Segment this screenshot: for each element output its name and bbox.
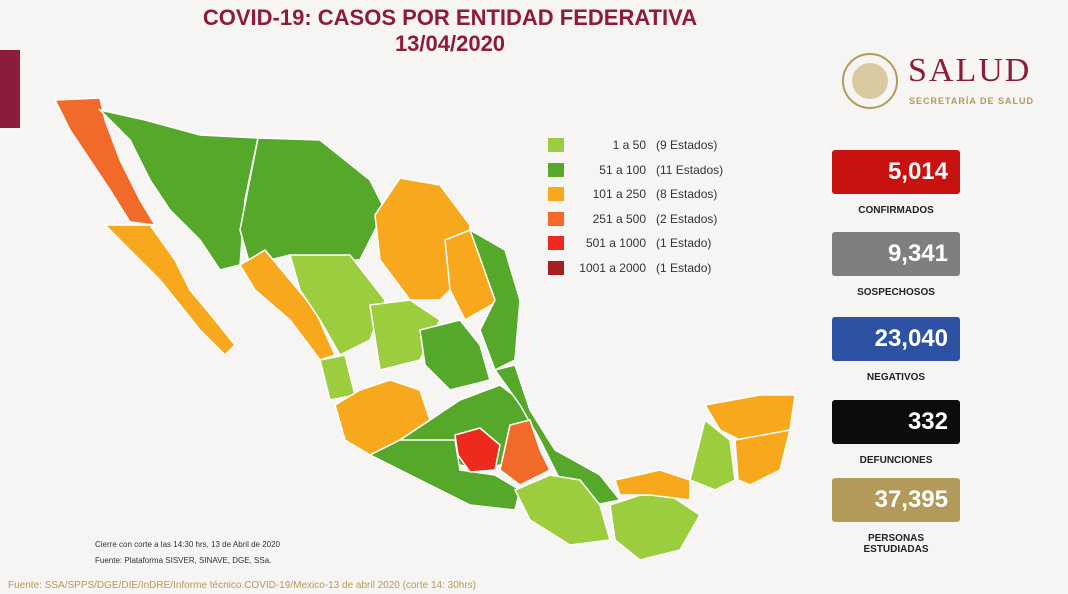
legend-count: (9 Estados): [656, 138, 718, 152]
logo-subtitle: SECRETARÍA DE SALUD: [909, 96, 1035, 106]
legend-count: (1 Estado): [656, 236, 712, 251]
legend-count: (2 Estados): [656, 211, 718, 226]
stat-value: 332: [832, 400, 960, 444]
legend-range: 101 a 250: [592, 187, 646, 202]
state: [468, 228, 521, 372]
state: [239, 137, 386, 266]
legend-swatch: [548, 187, 564, 202]
state: [368, 439, 521, 511]
stat-value: 5,014: [832, 150, 960, 194]
legend-range: 501 a 1000: [585, 236, 646, 251]
stat-label: PERSONAS ESTUDIADAS: [863, 533, 929, 555]
stat-value: 37,395: [832, 478, 960, 522]
state: [103, 224, 237, 357]
date: 13/04/2020: [394, 31, 506, 56]
state: [238, 249, 337, 361]
legend-item: 51 a 100 (11 Estados): [548, 162, 723, 178]
state: [734, 429, 792, 486]
logo-name: SALUD: [908, 52, 1032, 89]
legend-range: 1 a 50: [612, 138, 646, 152]
logo-emblem: [842, 53, 898, 109]
stat-label: CONFIRMADOS: [858, 205, 934, 216]
legend-swatch: [548, 236, 564, 251]
stat-value: 9,341: [832, 232, 960, 276]
map: [53, 97, 796, 561]
state: [689, 418, 736, 491]
state: [609, 494, 701, 561]
state: [374, 177, 471, 301]
legend-count: (8 Estados): [656, 187, 718, 202]
legend-swatch: [548, 138, 564, 152]
state: [289, 254, 386, 356]
legend-count: (1 Estado): [656, 261, 712, 275]
legend-item: 101 a 250 (8 Estados): [548, 186, 717, 202]
note: Cierre con corte a las 14:30 hrs, 13 de …: [95, 540, 280, 549]
stat-label: NEGATIVOS: [866, 372, 926, 383]
state: [454, 427, 501, 473]
state: [499, 419, 552, 486]
title: COVID-19: CASOS POR ENTIDAD FEDERATIVA: [202, 5, 698, 30]
legend-item: 1 a 50 (9 Estados): [548, 137, 717, 153]
legend-range: 1001 a 2000: [579, 261, 646, 275]
state: [97, 108, 259, 271]
side-bar: [0, 50, 20, 128]
legend-range: 51 a 100: [599, 162, 646, 177]
legend-count: (11 Estados): [656, 162, 724, 177]
legend-item: 501 a 1000 (1 Estado): [548, 235, 711, 251]
stat-label: SOSPECHOSOS: [857, 287, 935, 298]
state: [513, 474, 611, 546]
source: Fuente: SSA/SPPS/DGE/DIE/InDRE/Informe t…: [8, 580, 476, 591]
note: Fuente: Plataforma SISVER, SINAVE, DGE, …: [95, 556, 272, 565]
legend-item: 251 a 500 (2 Estados): [548, 211, 717, 227]
legend-item: 1001 a 2000 (1 Estado): [548, 260, 711, 276]
legend-swatch: [548, 261, 564, 275]
legend-swatch: [548, 162, 564, 177]
legend-swatch: [548, 211, 564, 226]
state: [319, 354, 356, 401]
stat-label: DEFUNCIONES: [859, 455, 933, 466]
state: [419, 319, 491, 391]
legend-range: 251 a 500: [592, 211, 646, 226]
state: [614, 469, 691, 501]
stat-value: 23,040: [832, 317, 960, 361]
